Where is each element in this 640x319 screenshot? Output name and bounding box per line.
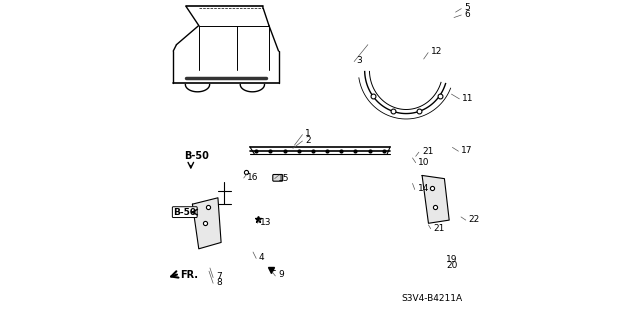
Polygon shape [193,198,221,249]
Text: 3: 3 [356,56,362,65]
Text: 19: 19 [446,256,458,264]
Text: 9: 9 [278,271,284,279]
Text: 12: 12 [431,47,442,56]
Text: 16: 16 [246,173,258,182]
Text: 8: 8 [217,278,222,287]
Text: 13: 13 [260,218,272,227]
FancyBboxPatch shape [273,174,283,181]
Text: S3V4-B4211A: S3V4-B4211A [401,294,463,303]
Text: 7: 7 [217,272,222,281]
Text: 1: 1 [305,130,311,138]
Text: 2: 2 [305,136,310,145]
Text: 20: 20 [446,261,458,270]
Polygon shape [422,175,449,223]
Text: 17: 17 [461,146,473,155]
Text: 4: 4 [259,253,264,262]
Text: 11: 11 [462,94,474,103]
Text: FR.: FR. [180,270,198,280]
Text: 10: 10 [419,158,429,167]
Text: 5: 5 [464,4,470,12]
Text: B-50: B-50 [184,151,209,161]
Text: 14: 14 [418,184,429,193]
Text: 21: 21 [433,224,445,233]
Text: 15: 15 [278,174,289,182]
Text: 21: 21 [422,147,433,156]
Text: B-50: B-50 [173,208,196,217]
Text: 22: 22 [468,215,480,224]
Text: 6: 6 [464,10,470,19]
